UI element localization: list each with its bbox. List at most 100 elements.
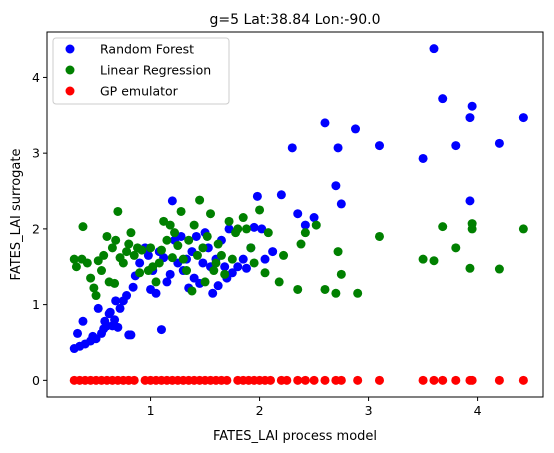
data-point: [438, 94, 448, 104]
data-point: [135, 258, 145, 268]
data-point: [494, 138, 504, 148]
data-point: [276, 190, 286, 200]
data-point: [467, 101, 477, 111]
y-axis-label: FATES_LAI surrogate: [9, 149, 24, 281]
data-point: [97, 266, 107, 276]
data-point: [233, 224, 243, 234]
data-point: [209, 266, 219, 276]
data-point: [465, 263, 475, 273]
data-point: [126, 330, 136, 340]
data-point: [465, 113, 475, 123]
data-point: [336, 199, 346, 209]
data-point: [113, 322, 123, 332]
data-point: [353, 288, 363, 298]
data-point: [309, 375, 319, 385]
data-point: [249, 222, 259, 232]
data-point: [238, 254, 248, 264]
x-axis-label: FATES_LAI process model: [213, 429, 377, 444]
data-point: [189, 220, 199, 230]
data-point: [159, 216, 169, 226]
data-point: [191, 231, 201, 241]
data-point: [331, 181, 341, 191]
data-point: [176, 206, 186, 216]
data-point: [249, 258, 259, 268]
data-point: [336, 269, 346, 279]
data-point: [257, 224, 267, 234]
data-point: [374, 375, 384, 385]
y-tick-label: 4: [32, 70, 40, 85]
series-gp-emulator: [69, 375, 528, 385]
data-point: [198, 243, 208, 253]
data-point: [451, 243, 461, 253]
legend: Random Forest Linear Regression GP emulato…: [52, 37, 230, 105]
data-point: [418, 153, 428, 163]
data-point: [111, 235, 121, 245]
data-point: [105, 307, 115, 317]
data-point: [213, 281, 223, 291]
data-point: [260, 254, 270, 264]
data-point: [182, 266, 192, 276]
data-point: [165, 269, 175, 279]
data-point: [208, 288, 218, 298]
data-point: [118, 258, 128, 268]
data-point: [224, 224, 234, 234]
data-point: [154, 258, 164, 268]
data-point: [143, 250, 153, 260]
data-point: [300, 220, 310, 230]
data-point: [202, 231, 212, 241]
data-point: [82, 258, 92, 268]
legend-marker: [65, 44, 75, 54]
legend-label: GP emulator: [100, 84, 179, 99]
data-point: [220, 269, 230, 279]
data-point: [331, 288, 341, 298]
data-point: [418, 254, 428, 264]
y-tick-label: 3: [32, 146, 40, 161]
data-point: [122, 247, 132, 257]
y-tick-label: 2: [32, 221, 40, 236]
data-point: [320, 118, 330, 128]
data-point: [268, 247, 278, 257]
data-point: [187, 286, 197, 296]
data-point: [69, 254, 79, 264]
data-point: [451, 375, 461, 385]
data-point: [246, 243, 256, 253]
data-point: [73, 328, 83, 338]
data-point: [263, 228, 273, 238]
data-point: [300, 228, 310, 238]
data-point: [333, 143, 343, 153]
data-point: [429, 256, 439, 266]
data-point: [241, 263, 251, 273]
data-point: [93, 303, 103, 313]
data-point: [293, 375, 303, 385]
legend-box: [52, 37, 230, 105]
data-point: [255, 205, 265, 215]
axes-layer: 1 2 3 4 0 1 2 3 4: [32, 70, 482, 418]
data-point: [213, 239, 223, 249]
data-point: [128, 282, 138, 292]
data-point: [129, 250, 139, 260]
data-point: [184, 235, 194, 245]
data-point: [353, 375, 363, 385]
data-point: [293, 284, 303, 294]
data-point: [220, 262, 230, 272]
data-point: [518, 375, 528, 385]
data-point: [151, 277, 161, 287]
data-point: [173, 241, 183, 251]
data-point: [176, 231, 186, 241]
data-point: [110, 315, 120, 325]
data-point: [293, 209, 303, 219]
data-point: [102, 231, 112, 241]
data-point: [126, 228, 136, 238]
data-point: [282, 375, 292, 385]
data-point: [238, 213, 248, 223]
data-point: [113, 206, 123, 216]
data-point: [227, 268, 237, 278]
data-point: [137, 245, 147, 255]
data-point: [122, 291, 132, 301]
data-point: [438, 375, 448, 385]
data-point: [309, 213, 319, 223]
x-tick-label: 2: [256, 403, 264, 418]
series-linear-regression: [69, 195, 528, 301]
x-tick-label: 1: [147, 403, 155, 418]
